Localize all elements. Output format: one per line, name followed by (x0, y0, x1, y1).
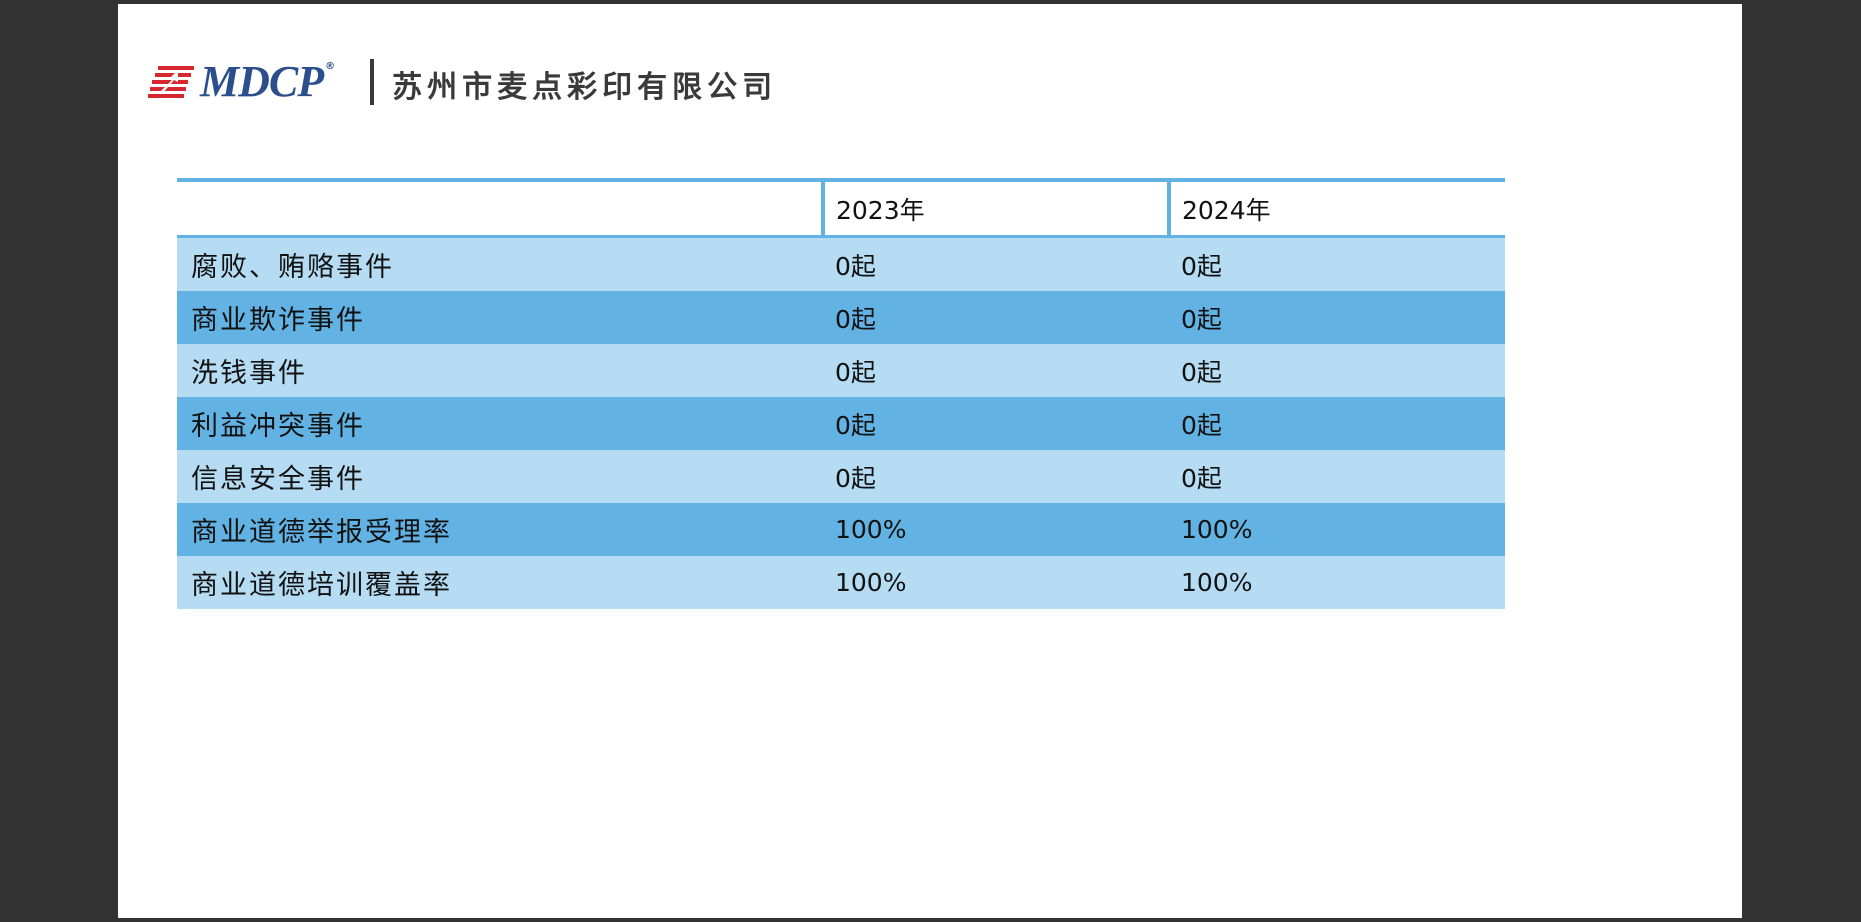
logo-wordmark: MDCP ® (200, 57, 335, 106)
table-row: 商业道德培训覆盖率 100% 100% (177, 556, 1505, 609)
row-value-2024: 0起 (1181, 463, 1222, 493)
row-label: 商业道德培训覆盖率 (191, 570, 452, 601)
table-header-cell-2023: 2023年 (821, 182, 1167, 235)
table-row: 洗钱事件 0起 0起 (177, 344, 1505, 397)
row-value-2024: 0起 (1181, 251, 1222, 281)
row-label: 洗钱事件 (191, 358, 307, 389)
row-value-2023: 0起 (835, 357, 876, 387)
row-value-2023: 100% (835, 515, 907, 544)
row-label: 腐败、贿赂事件 (191, 252, 394, 283)
table-row: 商业欺诈事件 0起 0起 (177, 291, 1505, 344)
row-value-2023: 0起 (835, 410, 876, 440)
table-row: 商业道德举报受理率 100% 100% (177, 503, 1505, 556)
table-header-cell-label (177, 182, 821, 235)
table-header-cell-2024: 2024年 (1167, 182, 1505, 235)
row-label: 商业欺诈事件 (191, 305, 365, 336)
row-value-2023: 0起 (835, 304, 876, 334)
row-label: 商业道德举报受理率 (191, 517, 452, 548)
table-row: 信息安全事件 0起 0起 (177, 450, 1505, 503)
row-value-2023: 0起 (835, 251, 876, 281)
logo-mark-icon (148, 66, 194, 98)
row-value-2023: 0起 (835, 463, 876, 493)
row-label: 利益冲突事件 (191, 411, 365, 442)
company-name: 苏州市麦点彩印有限公司 (392, 70, 778, 105)
row-value-2023: 100% (835, 568, 907, 597)
table-row: 利益冲突事件 0起 0起 (177, 397, 1505, 450)
row-value-2024: 100% (1181, 515, 1253, 544)
table-row: 腐败、贿赂事件 0起 0起 (177, 238, 1505, 291)
page-header: MDCP ® 苏州市麦点彩印有限公司 (148, 52, 777, 112)
row-value-2024: 100% (1181, 568, 1253, 597)
row-value-2024: 0起 (1181, 304, 1222, 334)
registered-mark: ® (325, 61, 335, 72)
row-label: 信息安全事件 (191, 464, 365, 495)
document-page: MDCP ® 苏州市麦点彩印有限公司 2023年 2024年 腐败、贿赂事件 0起… (118, 4, 1742, 918)
company-logo: MDCP ® (148, 52, 335, 112)
row-value-2024: 0起 (1181, 410, 1222, 440)
header-divider (370, 59, 375, 105)
ethics-table: 2023年 2024年 腐败、贿赂事件 0起 0起 商业欺诈事件 0起 0起 洗… (177, 178, 1505, 609)
table-header-row: 2023年 2024年 (177, 182, 1505, 238)
row-value-2024: 0起 (1181, 357, 1222, 387)
